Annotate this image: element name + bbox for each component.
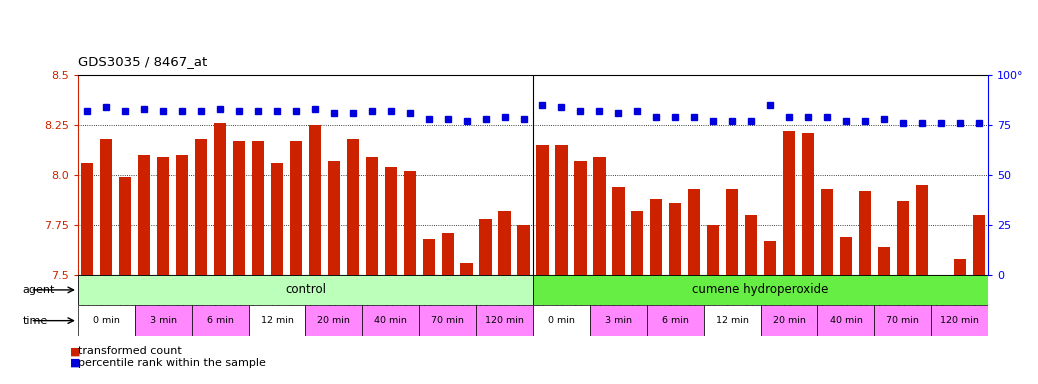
Bar bbox=[476, 305, 534, 336]
Bar bbox=[461, 263, 472, 275]
Bar bbox=[362, 305, 419, 336]
Text: 40 min: 40 min bbox=[829, 316, 863, 325]
Bar bbox=[840, 237, 852, 275]
Bar bbox=[214, 123, 226, 275]
Text: 12 min: 12 min bbox=[716, 316, 748, 325]
Bar bbox=[138, 155, 151, 275]
Text: 70 min: 70 min bbox=[886, 316, 920, 325]
Bar bbox=[954, 258, 966, 275]
Text: 120 min: 120 min bbox=[940, 316, 979, 325]
Bar bbox=[192, 305, 248, 336]
Bar bbox=[252, 141, 265, 275]
Bar bbox=[422, 238, 435, 275]
Text: 6 min: 6 min bbox=[207, 316, 234, 325]
Text: time: time bbox=[23, 316, 48, 326]
Bar bbox=[271, 163, 283, 275]
Text: control: control bbox=[285, 283, 326, 296]
Bar bbox=[308, 125, 321, 275]
Bar bbox=[874, 305, 931, 336]
Bar bbox=[119, 177, 132, 275]
Text: 120 min: 120 min bbox=[485, 316, 524, 325]
Bar bbox=[647, 305, 704, 336]
Bar bbox=[347, 139, 359, 275]
Bar bbox=[441, 233, 454, 275]
Text: ■: ■ bbox=[70, 346, 80, 356]
Bar bbox=[594, 157, 605, 275]
Text: cumene hydroperoxide: cumene hydroperoxide bbox=[692, 283, 828, 296]
Text: transformed count: transformed count bbox=[78, 346, 182, 356]
Bar bbox=[195, 139, 208, 275]
Bar bbox=[745, 215, 758, 275]
Bar bbox=[764, 241, 776, 275]
Bar bbox=[650, 199, 662, 275]
Text: 0 min: 0 min bbox=[548, 316, 575, 325]
Bar bbox=[534, 275, 988, 305]
Bar bbox=[858, 191, 871, 275]
Bar bbox=[176, 155, 188, 275]
Bar bbox=[81, 163, 93, 275]
Bar bbox=[365, 157, 378, 275]
Bar bbox=[498, 211, 511, 275]
Bar bbox=[290, 141, 302, 275]
Bar bbox=[534, 305, 590, 336]
Bar bbox=[305, 305, 362, 336]
Bar bbox=[973, 215, 985, 275]
Bar bbox=[783, 131, 795, 275]
Bar bbox=[404, 171, 416, 275]
Bar bbox=[878, 247, 890, 275]
Bar bbox=[419, 305, 476, 336]
Bar bbox=[78, 305, 135, 336]
Text: 6 min: 6 min bbox=[662, 316, 688, 325]
Bar bbox=[821, 189, 834, 275]
Text: 70 min: 70 min bbox=[431, 316, 464, 325]
Bar bbox=[385, 167, 397, 275]
Bar bbox=[726, 189, 738, 275]
Bar bbox=[248, 305, 305, 336]
Bar bbox=[590, 305, 647, 336]
Bar bbox=[328, 161, 340, 275]
Bar bbox=[707, 225, 719, 275]
Text: 0 min: 0 min bbox=[92, 316, 119, 325]
Text: ■: ■ bbox=[70, 358, 80, 368]
Text: 20 min: 20 min bbox=[772, 316, 805, 325]
Text: 3 min: 3 min bbox=[149, 316, 176, 325]
Text: 20 min: 20 min bbox=[318, 316, 350, 325]
Text: 40 min: 40 min bbox=[375, 316, 407, 325]
Text: 3 min: 3 min bbox=[605, 316, 632, 325]
Text: GDS3035 / 8467_at: GDS3035 / 8467_at bbox=[78, 55, 208, 68]
Bar bbox=[761, 305, 818, 336]
Bar bbox=[157, 157, 169, 275]
Bar bbox=[704, 305, 761, 336]
Bar bbox=[78, 275, 534, 305]
Bar bbox=[100, 139, 112, 275]
Bar bbox=[135, 305, 192, 336]
Text: agent: agent bbox=[23, 285, 55, 295]
Bar bbox=[612, 187, 625, 275]
Bar bbox=[897, 201, 909, 275]
Bar bbox=[555, 145, 568, 275]
Text: 12 min: 12 min bbox=[261, 316, 294, 325]
Bar bbox=[801, 133, 814, 275]
Bar bbox=[480, 218, 492, 275]
Bar bbox=[916, 185, 928, 275]
Bar bbox=[574, 161, 586, 275]
Bar bbox=[670, 203, 681, 275]
Bar bbox=[537, 145, 549, 275]
Bar bbox=[931, 305, 988, 336]
Text: percentile rank within the sample: percentile rank within the sample bbox=[78, 358, 266, 368]
Bar bbox=[688, 189, 701, 275]
Bar bbox=[818, 305, 874, 336]
Bar bbox=[517, 225, 529, 275]
Bar bbox=[631, 211, 644, 275]
Bar bbox=[233, 141, 245, 275]
